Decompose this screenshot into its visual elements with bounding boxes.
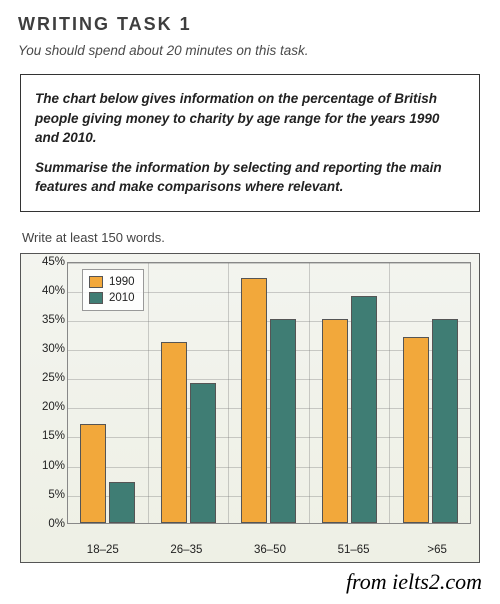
bar: [190, 383, 216, 523]
x-tick-label: >65: [395, 544, 479, 556]
task-title: WRITING TASK 1: [18, 14, 482, 35]
y-tick-label: 30%: [42, 343, 65, 355]
y-tick-label: 35%: [42, 314, 65, 326]
y-tick-label: 0%: [48, 518, 65, 530]
legend-label-1990: 1990: [109, 274, 135, 290]
y-tick-label: 5%: [48, 489, 65, 501]
legend-label-2010: 2010: [109, 290, 135, 306]
y-tick-label: 25%: [42, 372, 65, 384]
bar: [109, 482, 135, 523]
x-tick-label: 18–25: [61, 544, 145, 556]
chart-y-axis: 0%5%10%15%20%25%30%35%40%45%: [27, 262, 67, 524]
bar: [403, 337, 429, 523]
y-tick-label: 45%: [42, 256, 65, 268]
word-count-note: Write at least 150 words.: [22, 230, 482, 245]
source-credit: from ielts2.com: [0, 563, 500, 595]
y-tick-label: 20%: [42, 401, 65, 413]
chart-container: 0% 5% 10% 15% 20% 25% 30% 35% 40% 45% 1990 2010 1…: [20, 253, 480, 563]
x-tick-label: 26–35: [145, 544, 229, 556]
task-subtitle: You should spend about 20 minutes on thi…: [18, 43, 482, 58]
bar-group: [149, 263, 230, 523]
chart-inner: 0%5%10%15%20%25%30%35%40%45% 1990 2010: [27, 262, 471, 560]
y-tick-label: 40%: [42, 285, 65, 297]
legend-swatch-1990: [89, 276, 103, 288]
task-instruction-box: The chart below gives information on the…: [20, 74, 480, 212]
bar: [241, 278, 267, 523]
bar: [432, 319, 458, 523]
bar-group: [310, 263, 391, 523]
bar: [351, 296, 377, 523]
chart-x-labels: 18–2526–3536–5051–65>65: [61, 544, 479, 556]
task-paragraph-2: Summarise the information by selecting a…: [35, 158, 465, 197]
page: WRITING TASK 1 You should spend about 20…: [0, 0, 500, 563]
bar-group: [390, 263, 470, 523]
legend-row-2010: 2010: [89, 290, 135, 306]
bar: [270, 319, 296, 523]
bar: [322, 319, 348, 523]
bar: [161, 342, 187, 522]
bar: [80, 424, 106, 523]
legend-swatch-2010: [89, 292, 103, 304]
bar-group: [229, 263, 310, 523]
x-tick-label: 51–65: [312, 544, 396, 556]
chart-legend: 1990 2010: [82, 269, 144, 311]
chart-plot-area: 1990 2010: [67, 262, 471, 524]
legend-row-1990: 1990: [89, 274, 135, 290]
x-tick-label: 36–50: [228, 544, 312, 556]
y-tick-label: 10%: [42, 460, 65, 472]
task-paragraph-1: The chart below gives information on the…: [35, 89, 465, 148]
y-tick-label: 15%: [42, 430, 65, 442]
